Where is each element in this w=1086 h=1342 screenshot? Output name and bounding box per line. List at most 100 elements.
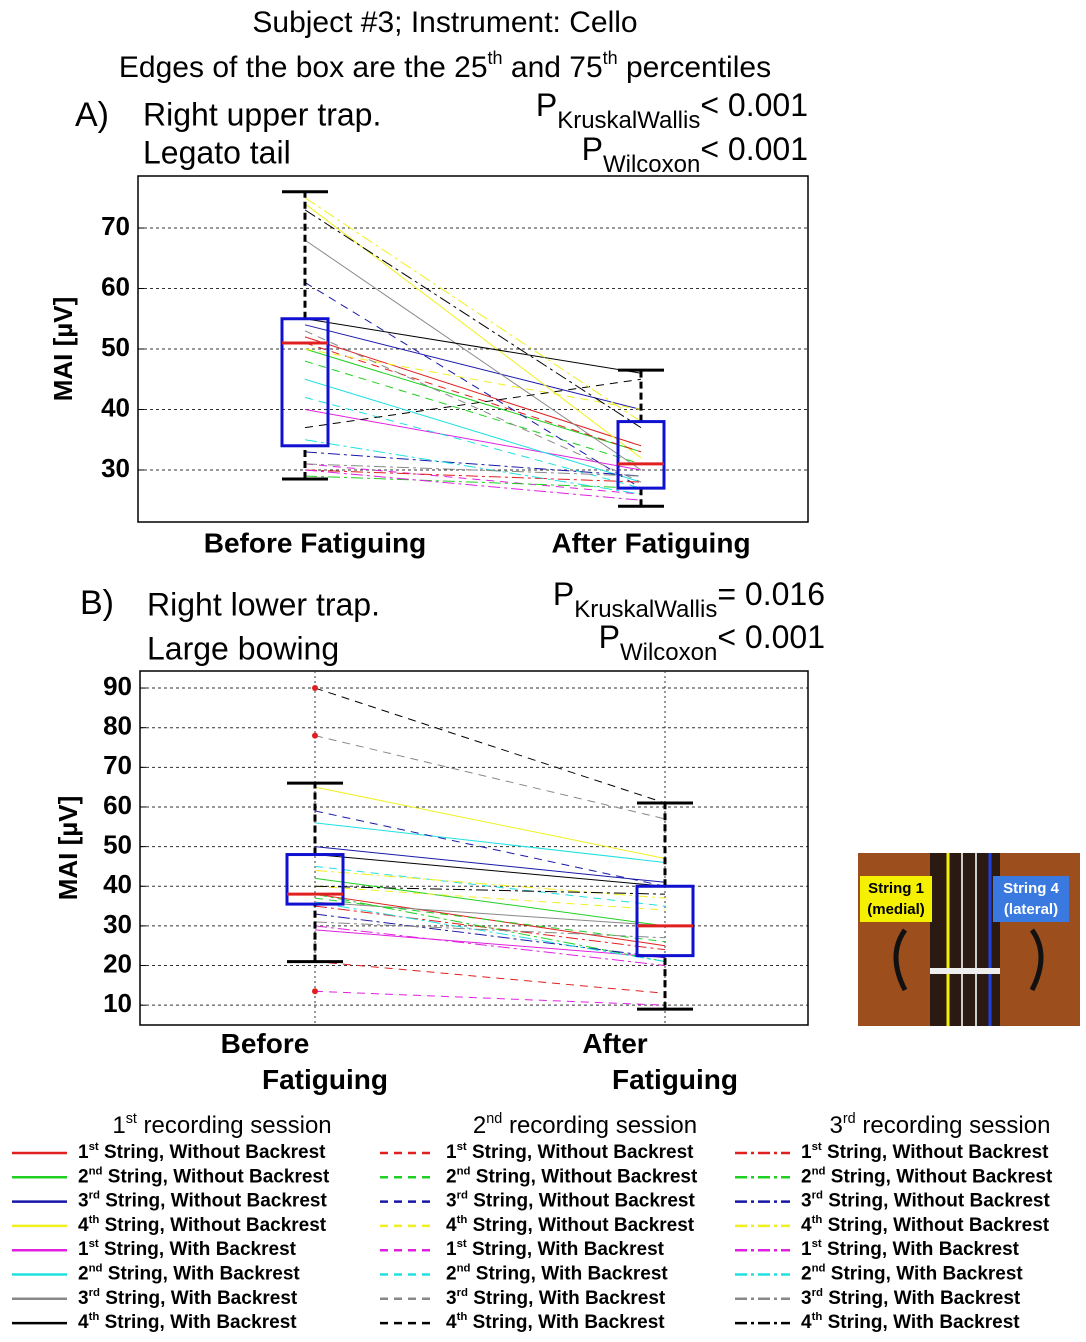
paired-line (314, 901, 666, 927)
text-part: 3 (446, 1191, 457, 1212)
text-part: String, Without Backrest (103, 1166, 330, 1187)
paired-line (314, 905, 666, 951)
text-part: String, Without Backrest (467, 1142, 694, 1163)
panel-task: Legato tail (143, 134, 291, 170)
paired-line (314, 893, 666, 963)
string-4-label-box (993, 876, 1069, 922)
paired-line (304, 342, 642, 453)
legend-entry: 1st String, Without Backrest (801, 1141, 1049, 1163)
inset-label: String 1 (868, 880, 924, 897)
supscript: rd (89, 1287, 100, 1299)
fingerboard (930, 853, 1000, 1026)
text-part: 3 (830, 1112, 843, 1139)
paired-line (304, 408, 642, 471)
supscript: th (457, 1311, 468, 1323)
text-part: percentiles (618, 51, 771, 84)
supscript: th (89, 1214, 100, 1226)
text-part: String, Without Backrest (467, 1215, 694, 1236)
text-part: Edges of the box are the 25 (119, 51, 488, 84)
text-part: P (599, 619, 620, 655)
text-part: String, With Backrest (822, 1312, 1020, 1333)
text-part: < 0.001 (700, 87, 808, 123)
x-tick-label: After Fatiguing (582, 1028, 738, 1095)
paired-line (314, 929, 666, 959)
supscript: rd (89, 1190, 100, 1202)
text-part: 2 (801, 1264, 812, 1285)
supscript: rd (457, 1287, 468, 1299)
paired-line (304, 209, 642, 429)
paired-line (304, 463, 642, 477)
supscript: st (457, 1238, 467, 1250)
y-tick-label: 40 (101, 392, 130, 422)
supscript: st (126, 1111, 137, 1127)
legend-entry: 2nd String, Without Backrest (801, 1165, 1053, 1187)
legend-entry: 1st String, With Backrest (446, 1238, 665, 1260)
inset-label: (lateral) (1004, 901, 1058, 918)
subscript: Wilcoxon (603, 151, 700, 178)
x-tick-label: After Fatiguing (551, 527, 750, 558)
text-part: String, With Backrest (468, 1288, 666, 1309)
y-tick-label: 30 (101, 453, 130, 483)
text-part: P (536, 87, 557, 123)
text-part: 3 (78, 1191, 89, 1212)
text-part: recording session (502, 1112, 697, 1139)
paired-line (314, 913, 666, 959)
paired-line (314, 885, 666, 895)
paired-line (314, 846, 666, 883)
x-tick-label: Before Fatiguing (204, 527, 426, 558)
legend-entry: 3rd String, With Backrest (78, 1287, 298, 1309)
title: Subject #3; Instrument: Cello (252, 6, 637, 39)
supscript: nd (486, 1111, 502, 1127)
supscript: th (603, 48, 618, 68)
text-part: String, Without Backrest (823, 1191, 1050, 1212)
paired-line (314, 885, 666, 911)
paired-line (304, 396, 642, 489)
text-part: String, Without Backrest (99, 1142, 326, 1163)
p-value: PWilcoxon< 0.001 (582, 131, 808, 177)
y-tick-label: 90 (103, 671, 132, 701)
p-value: PKruskalWallis< 0.001 (536, 87, 808, 133)
y-tick-label: 50 (101, 332, 130, 362)
supscript: st (812, 1141, 822, 1153)
text-part: String, Without Backrest (826, 1166, 1053, 1187)
text-part: 1 (78, 1142, 89, 1163)
y-axis-label: MAI [µV] (48, 297, 78, 402)
text-part: 1 (446, 1142, 457, 1163)
legend-entry: 3rd String, With Backrest (801, 1287, 1021, 1309)
legend-entry: 4th String, With Backrest (446, 1311, 665, 1333)
supscript: nd (89, 1263, 103, 1275)
paired-line (314, 810, 666, 887)
cello-inset: String 1 (medial) String 4 (lateral) (858, 853, 1080, 1026)
paired-line (304, 203, 642, 459)
legend-entry: 3rd String, Without Backrest (801, 1190, 1050, 1212)
text-part: String, With Backrest (471, 1264, 669, 1285)
paired-line (314, 865, 666, 907)
paired-line (304, 239, 642, 471)
text-part: 2 (473, 1112, 486, 1139)
supscript: nd (812, 1165, 826, 1177)
legend-entry: 2nd String, With Backrest (446, 1263, 668, 1285)
panel-muscle: Right lower trap. (147, 586, 380, 622)
supscript: nd (89, 1165, 103, 1177)
legend-title: 2nd recording session (473, 1111, 697, 1140)
text-part: 2 (801, 1166, 812, 1187)
paired-line (314, 961, 666, 994)
text-part: P (582, 131, 603, 167)
supscript: rd (812, 1287, 823, 1299)
p-value: PWilcoxon< 0.001 (599, 619, 825, 665)
plot-frame (137, 175, 809, 523)
subscript: Wilcoxon (620, 639, 717, 666)
paired-line (314, 786, 666, 859)
text-part: String, With Backrest (100, 1288, 298, 1309)
text-part: P (553, 576, 574, 612)
panel-label: A) (75, 96, 109, 134)
y-tick-label: 30 (103, 909, 132, 939)
paired-line (314, 990, 666, 1006)
paired-line (304, 282, 642, 489)
paired-line (304, 348, 642, 453)
legend-entry: 3rd String, Without Backrest (446, 1190, 695, 1212)
supscript: nd (812, 1263, 826, 1275)
text-part: 3 (801, 1288, 812, 1309)
text-part: String, With Backrest (103, 1264, 301, 1285)
text-part: and 75 (503, 51, 603, 84)
